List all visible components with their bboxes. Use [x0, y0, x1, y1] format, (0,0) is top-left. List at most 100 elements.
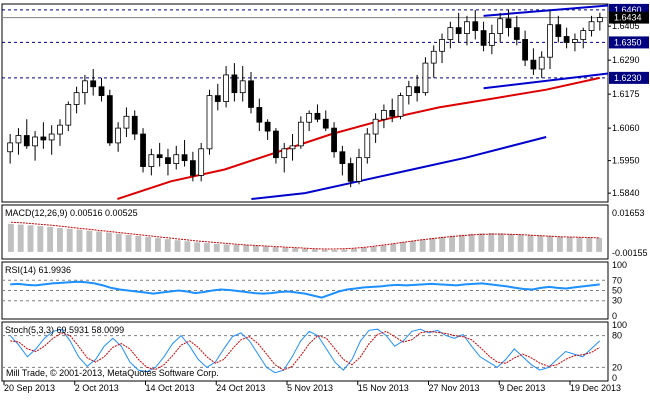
macd-histogram-bar	[86, 230, 93, 252]
candle-body	[488, 33, 495, 46]
candle-body	[115, 127, 122, 144]
level-tag-label: 1.6230	[614, 73, 642, 83]
macd-histogram-bar	[213, 243, 220, 252]
candle-body	[73, 92, 80, 105]
x-tick-label: 27 Nov 2013	[429, 383, 480, 393]
macd-histogram-bar	[419, 239, 426, 252]
candle-body	[530, 59, 537, 70]
candle-body	[181, 154, 188, 162]
macd-histogram-bar	[596, 238, 603, 252]
macd-histogram-bar	[517, 234, 524, 252]
moving-average-blue	[251, 136, 547, 200]
x-tick-label: 24 Oct 2013	[216, 383, 265, 393]
x-tick-label: 20 Sep 2013	[4, 383, 55, 393]
macd-histogram-bar	[409, 240, 416, 252]
candle-body	[347, 163, 354, 182]
macd-histogram-bar	[311, 249, 318, 252]
candle-body	[314, 112, 321, 120]
macd-histogram-bar	[449, 235, 455, 252]
price-tick-label: 1.6175	[612, 89, 640, 99]
candle-body	[82, 80, 88, 94]
candle-body	[397, 95, 404, 117]
macd-signal-line	[10, 221, 600, 250]
macd-histogram-bar	[458, 234, 465, 252]
channel-upper-line	[483, 4, 609, 17]
macd-histogram-bar	[498, 233, 505, 252]
macd-histogram-bar	[468, 233, 475, 252]
candle-body	[206, 95, 213, 150]
macd-histogram-bar	[547, 235, 554, 252]
candle-body	[23, 135, 30, 147]
candle-body	[588, 21, 595, 31]
rsi-line	[10, 280, 600, 299]
candle-body	[297, 121, 304, 147]
macd-histogram-bar	[262, 246, 269, 252]
x-tick-label: 14 Oct 2013	[146, 383, 195, 393]
candle-body	[239, 80, 246, 94]
candle-body	[464, 21, 470, 34]
candle-body	[48, 133, 55, 141]
macd-histogram-bar	[527, 234, 534, 252]
candle-body	[106, 95, 113, 144]
macd-histogram-bar	[27, 225, 34, 252]
stoch-label: Stoch(5,3,3) 69.5931 58.0099	[5, 325, 124, 335]
candle-body	[65, 104, 72, 126]
candle-body	[90, 80, 97, 88]
macd-tick-label: 0.01653	[612, 208, 645, 218]
candle-body	[414, 86, 421, 94]
current-price-tag	[609, 11, 649, 24]
macd-label: MACD(12,26,9) 0.00516 0.00525	[5, 208, 138, 218]
x-tick-label: 9 Dec 2013	[499, 383, 545, 393]
candle-body	[173, 154, 180, 164]
candle-body	[513, 27, 520, 40]
macd-histogram-bar	[370, 246, 377, 252]
macd-histogram-bar	[331, 250, 338, 252]
level-tag	[609, 36, 649, 49]
macd-histogram-bar	[400, 242, 406, 252]
macd-histogram-bar	[537, 235, 544, 252]
macd-histogram-bar	[155, 238, 161, 252]
candle-body	[165, 157, 171, 164]
macd-histogram-bar	[174, 240, 181, 252]
candle-body	[264, 121, 271, 132]
rsi-tick-label: 70	[612, 275, 622, 285]
macd-histogram-bar	[586, 237, 593, 252]
candle-body	[480, 30, 487, 46]
candle-body	[140, 133, 146, 167]
macd-histogram-bar	[243, 245, 250, 252]
x-tick-label: 5 Nov 2013	[287, 383, 333, 393]
candle-body	[98, 86, 105, 97]
stoch-pane-frame	[1, 321, 609, 382]
candle-body	[563, 36, 570, 43]
price-tick-label: 1.5950	[612, 156, 640, 166]
candle-body	[273, 130, 279, 159]
candle-body	[447, 27, 454, 40]
candle-body	[214, 95, 221, 102]
macd-histogram-bar	[478, 233, 485, 252]
level-tag	[609, 71, 649, 84]
macd-pane-frame	[1, 204, 609, 260]
candle-body	[505, 18, 512, 29]
candle-body	[572, 39, 578, 43]
macd-histogram-bar	[204, 243, 210, 252]
macd-histogram-bar	[429, 238, 436, 252]
candle-body	[455, 27, 462, 34]
candle-body	[364, 133, 371, 159]
macd-histogram-bar	[223, 244, 230, 252]
macd-histogram-bar	[556, 236, 563, 252]
macd-histogram-bar	[37, 226, 44, 252]
price-pane-frame	[1, 3, 609, 203]
candle-body	[40, 136, 47, 141]
candle-body	[580, 30, 587, 40]
stoch-tick-label: 20	[612, 362, 622, 372]
candle-body	[57, 124, 63, 135]
candle-body	[497, 18, 504, 34]
macd-histogram-bar	[253, 245, 259, 252]
candle-body	[281, 148, 288, 159]
candle-body	[430, 50, 437, 64]
macd-histogram-bar	[321, 249, 328, 252]
stoch-main-line	[9, 328, 601, 374]
